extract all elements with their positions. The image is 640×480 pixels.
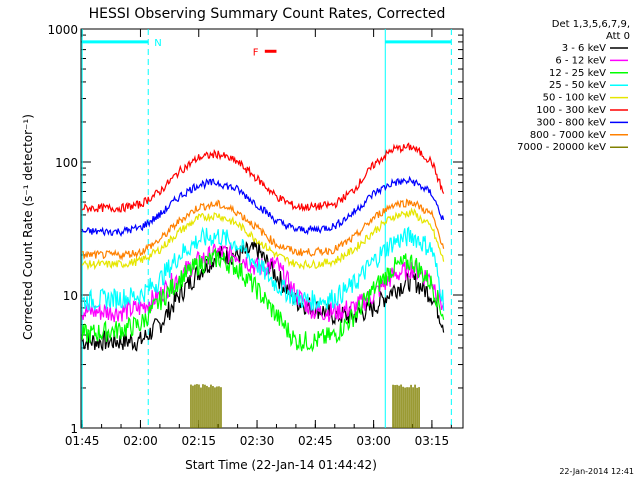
y-tick-label: 1000 — [47, 23, 78, 37]
series-800-7000-kev — [82, 198, 445, 261]
legend-label: 100 - 300 keV — [536, 105, 606, 116]
legend-header-line-2: Att 0 — [606, 31, 630, 42]
series-12-25-kev — [81, 247, 445, 353]
legend-label: 800 - 7000 keV — [530, 130, 606, 141]
x-tick-label: 02:15 — [181, 434, 216, 448]
series-100-300-kev — [81, 142, 445, 214]
series-50-100-kev — [81, 207, 445, 271]
x-tick-label: 01:45 — [65, 434, 100, 448]
series-300-800-kev — [81, 175, 445, 237]
annotation-label: F — [253, 47, 259, 58]
x-tick-label: 02:00 — [123, 434, 158, 448]
annotation-label: N — [154, 38, 161, 49]
legend-label: 3 - 6 keV — [562, 43, 606, 54]
legend-header-line-1: Det 1,3,5,6,7,9, — [552, 19, 630, 30]
series-3-6-kev — [81, 240, 445, 352]
series-line — [81, 142, 445, 214]
footer-timestamp: 22-Jan-2014 12:41 — [559, 467, 634, 476]
legend-label: 50 - 100 keV — [543, 93, 607, 104]
legend-label: 6 - 12 keV — [555, 55, 606, 66]
series-line — [81, 226, 445, 312]
series-line — [81, 247, 445, 353]
y-tick-label: 100 — [55, 156, 78, 170]
series-line — [81, 207, 445, 271]
x-tick-label: 02:30 — [240, 434, 275, 448]
plot-axes: 01:45 02:00 02:15 02:30 02:45 03:00 03:15 1 10 10… — [47, 23, 464, 448]
y-axis-label: Corrected Count Rate (s⁻¹ detector⁻¹) — [21, 114, 35, 340]
annotation-layer: NF — [81, 29, 452, 428]
series-line — [81, 175, 445, 237]
legend-label: 7000 - 20000 keV — [517, 142, 606, 153]
series-25-50-kev — [81, 226, 445, 312]
y-tick-label: 10 — [63, 289, 78, 303]
x-tick-label: 03:15 — [415, 434, 450, 448]
plot-frame — [80, 28, 464, 429]
legend-label: 12 - 25 keV — [549, 68, 606, 79]
x-tick-label: 02:45 — [298, 434, 333, 448]
series-line — [82, 198, 445, 261]
x-axis-label: Start Time (22-Jan-14 01:44:42) — [185, 458, 377, 472]
series-7000-20000-kev — [190, 384, 420, 428]
legend-label: 25 - 50 keV — [549, 80, 606, 91]
y-tick-label: 1 — [70, 422, 78, 436]
x-tick-label: 03:00 — [356, 434, 391, 448]
series-layer — [81, 142, 445, 428]
series-line — [81, 240, 445, 352]
legend-label: 300 - 800 keV — [536, 117, 606, 128]
chart-title: HESSI Observing Summary Count Rates, Cor… — [89, 6, 446, 22]
